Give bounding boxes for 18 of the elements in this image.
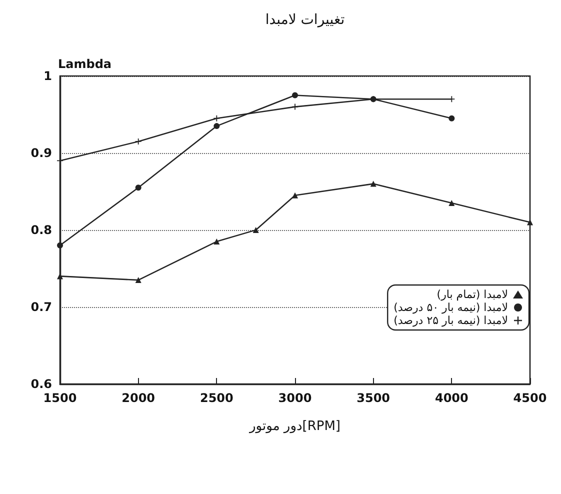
- y-axis-title: Lambda: [58, 57, 112, 71]
- x-tick-label: 4000: [434, 391, 468, 405]
- x-tick-label: 4500: [513, 391, 547, 405]
- legend-label: لامبدا (تمام بار): [436, 288, 508, 301]
- x-axis-title: دور موتور[RPM]: [248, 419, 341, 434]
- x-tick-label: 2500: [200, 391, 234, 405]
- y-tick-label: 0.8: [30, 223, 52, 237]
- legend-label: لامبدا (نیمه بار ۵۰ درصد): [394, 301, 508, 314]
- x-tick-label: 3500: [356, 391, 390, 405]
- legend-label: لامبدا (نیمه بار ۲۵ درصد): [394, 314, 508, 327]
- y-tick-label: 0.7: [30, 300, 52, 314]
- y-tick-label: 0.6: [30, 377, 52, 391]
- y-tick-label: 0.9: [30, 146, 52, 160]
- y-tick-label: 1: [44, 69, 52, 83]
- x-tick-label: 2000: [122, 391, 156, 405]
- x-tick-label: 1500: [43, 391, 77, 405]
- x-tick-label: 3000: [278, 391, 312, 405]
- chart-title: تغییرات لامبدا: [265, 12, 345, 28]
